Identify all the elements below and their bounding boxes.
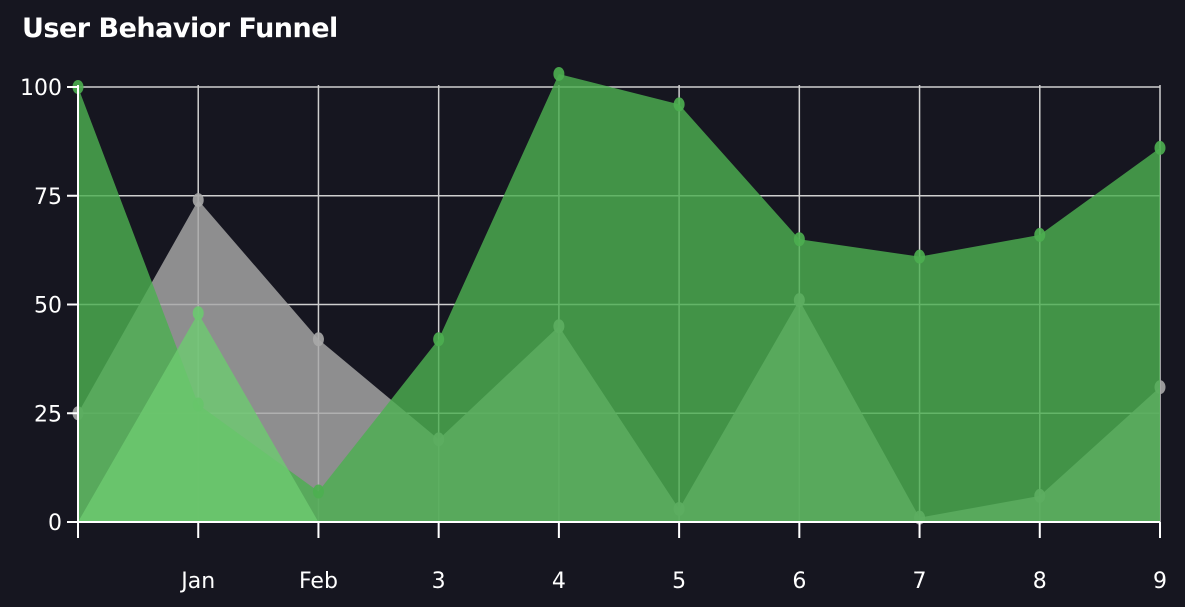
data-point[interactable]	[793, 232, 805, 247]
x-tick-label: 3	[432, 569, 446, 594]
y-axis-ticks: 0 25 50 75 100	[20, 76, 78, 536]
data-point[interactable]	[192, 306, 204, 321]
y-tick-label: 100	[20, 76, 62, 101]
data-point[interactable]	[312, 484, 324, 499]
series-area	[78, 200, 1160, 522]
y-tick-label: 25	[34, 402, 62, 427]
series-2	[78, 306, 1160, 522]
data-point[interactable]	[192, 193, 204, 208]
y-tick-label: 75	[34, 185, 62, 210]
series-area	[78, 73, 1160, 522]
x-tick-label: 5	[672, 569, 686, 594]
data-point[interactable]	[673, 97, 685, 112]
series-area	[78, 313, 1160, 522]
data-point[interactable]	[1034, 227, 1046, 242]
x-tick-label: 9	[1153, 569, 1167, 594]
x-axis-ticks: Jan Feb 3 4 5 6 7 8 9	[77, 522, 1167, 594]
x-tick-label: Feb	[299, 569, 338, 594]
x-tick-label: 8	[1033, 569, 1047, 594]
y-tick-label: 50	[34, 294, 62, 319]
x-tick-label: 7	[913, 569, 927, 594]
data-point[interactable]	[914, 249, 926, 264]
x-tick-label: 6	[792, 569, 806, 594]
data-point[interactable]	[312, 332, 324, 347]
data-point[interactable]	[433, 332, 445, 347]
series-areas	[72, 66, 1166, 525]
chart-title: User Behavior Funnel	[22, 13, 338, 44]
y-tick-label: 0	[48, 511, 62, 536]
x-tick-label: 4	[552, 569, 566, 594]
data-point[interactable]	[553, 66, 565, 81]
x-tick-label: Jan	[179, 569, 215, 594]
data-point[interactable]	[1154, 140, 1166, 155]
